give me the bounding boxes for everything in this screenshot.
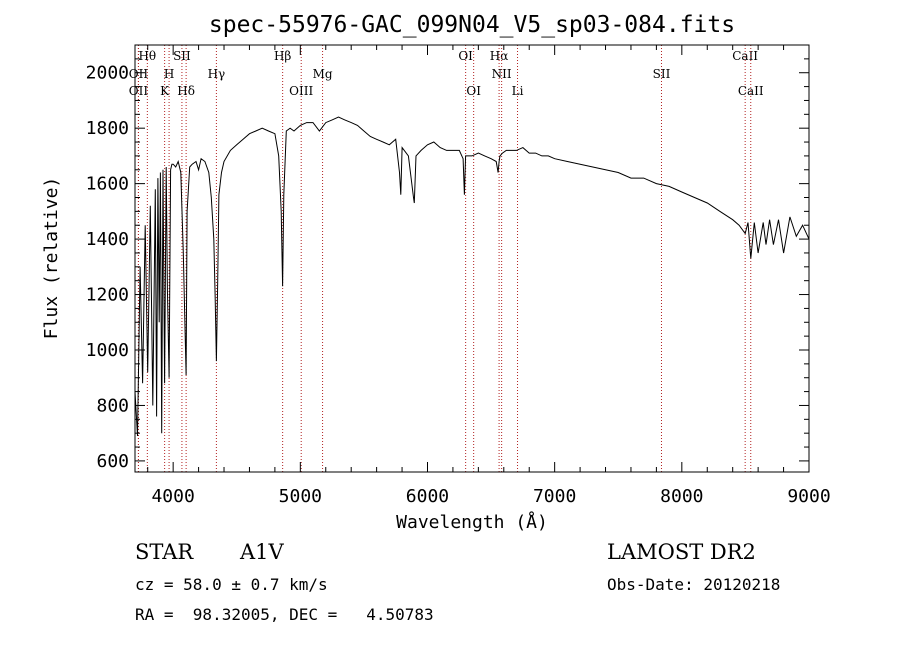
line-marker-label: OIII xyxy=(289,84,313,98)
line-marker-label: H xyxy=(164,67,174,81)
y-tick-label: 1800 xyxy=(86,118,129,139)
line-marker-label: Li xyxy=(512,84,524,98)
redshift-text: cz = 58.0 ± 0.7 km/s xyxy=(135,575,328,594)
subclass: A1V xyxy=(240,540,284,564)
x-tick-label: 7000 xyxy=(533,486,576,507)
x-tick-label: 6000 xyxy=(406,486,449,507)
line-marker-label: Hγ xyxy=(208,67,226,81)
obs-date: Obs-Date: 20120218 xyxy=(607,575,781,594)
line-marker-label: OI xyxy=(466,84,481,98)
x-axis-ticks: 4000 5000 6000 7000 8000 9000 xyxy=(147,45,831,507)
y-tick-label: 1000 xyxy=(86,340,129,361)
y-axis-ticks: 600 800 1000 1200 1400 1600 1800 2000 xyxy=(86,44,809,472)
line-marker-label: OII xyxy=(129,84,149,98)
line-marker-label: OII xyxy=(129,67,149,81)
survey-name: LAMOST DR2 xyxy=(607,540,756,564)
line-marker-label: CaII xyxy=(732,49,758,63)
object-class: STAR xyxy=(135,540,194,564)
x-axis-label: Wavelength (Å) xyxy=(396,511,548,533)
y-tick-label: 1400 xyxy=(86,229,129,250)
line-marker-label: SII xyxy=(653,67,671,81)
line-marker-label: Hδ xyxy=(177,84,195,98)
line-marker-label: NII xyxy=(492,67,512,81)
line-marker-label: CaII xyxy=(738,84,764,98)
line-marker-label: Hθ xyxy=(138,49,156,63)
x-tick-label: 9000 xyxy=(787,486,830,507)
plot-frame xyxy=(134,44,810,473)
line-marker-label: Mg xyxy=(313,67,333,81)
line-marker-label: Hα xyxy=(490,49,509,63)
y-tick-label: 1200 xyxy=(86,285,129,306)
coordinates: RA = 98.32005, DEC = 4.50783 xyxy=(135,605,434,624)
y-tick-label: 800 xyxy=(96,395,129,416)
y-tick-label: 600 xyxy=(96,451,129,472)
line-marker-label: Hβ xyxy=(274,49,291,63)
x-tick-label: 4000 xyxy=(151,486,194,507)
chart-title: spec-55976-GAC_099N04_V5_sp03-084.fits xyxy=(209,12,735,38)
spectrum-line xyxy=(134,116,810,437)
y-tick-label: 1600 xyxy=(86,174,129,195)
x-tick-label: 5000 xyxy=(279,486,322,507)
y-tick-label: 2000 xyxy=(86,63,129,84)
line-marker-label: SII xyxy=(173,49,191,63)
line-marker-label: OI xyxy=(458,49,473,63)
y-axis-label: Flux (relative) xyxy=(41,177,62,340)
line-marker-label: K xyxy=(160,84,170,98)
x-tick-label: 8000 xyxy=(660,486,703,507)
